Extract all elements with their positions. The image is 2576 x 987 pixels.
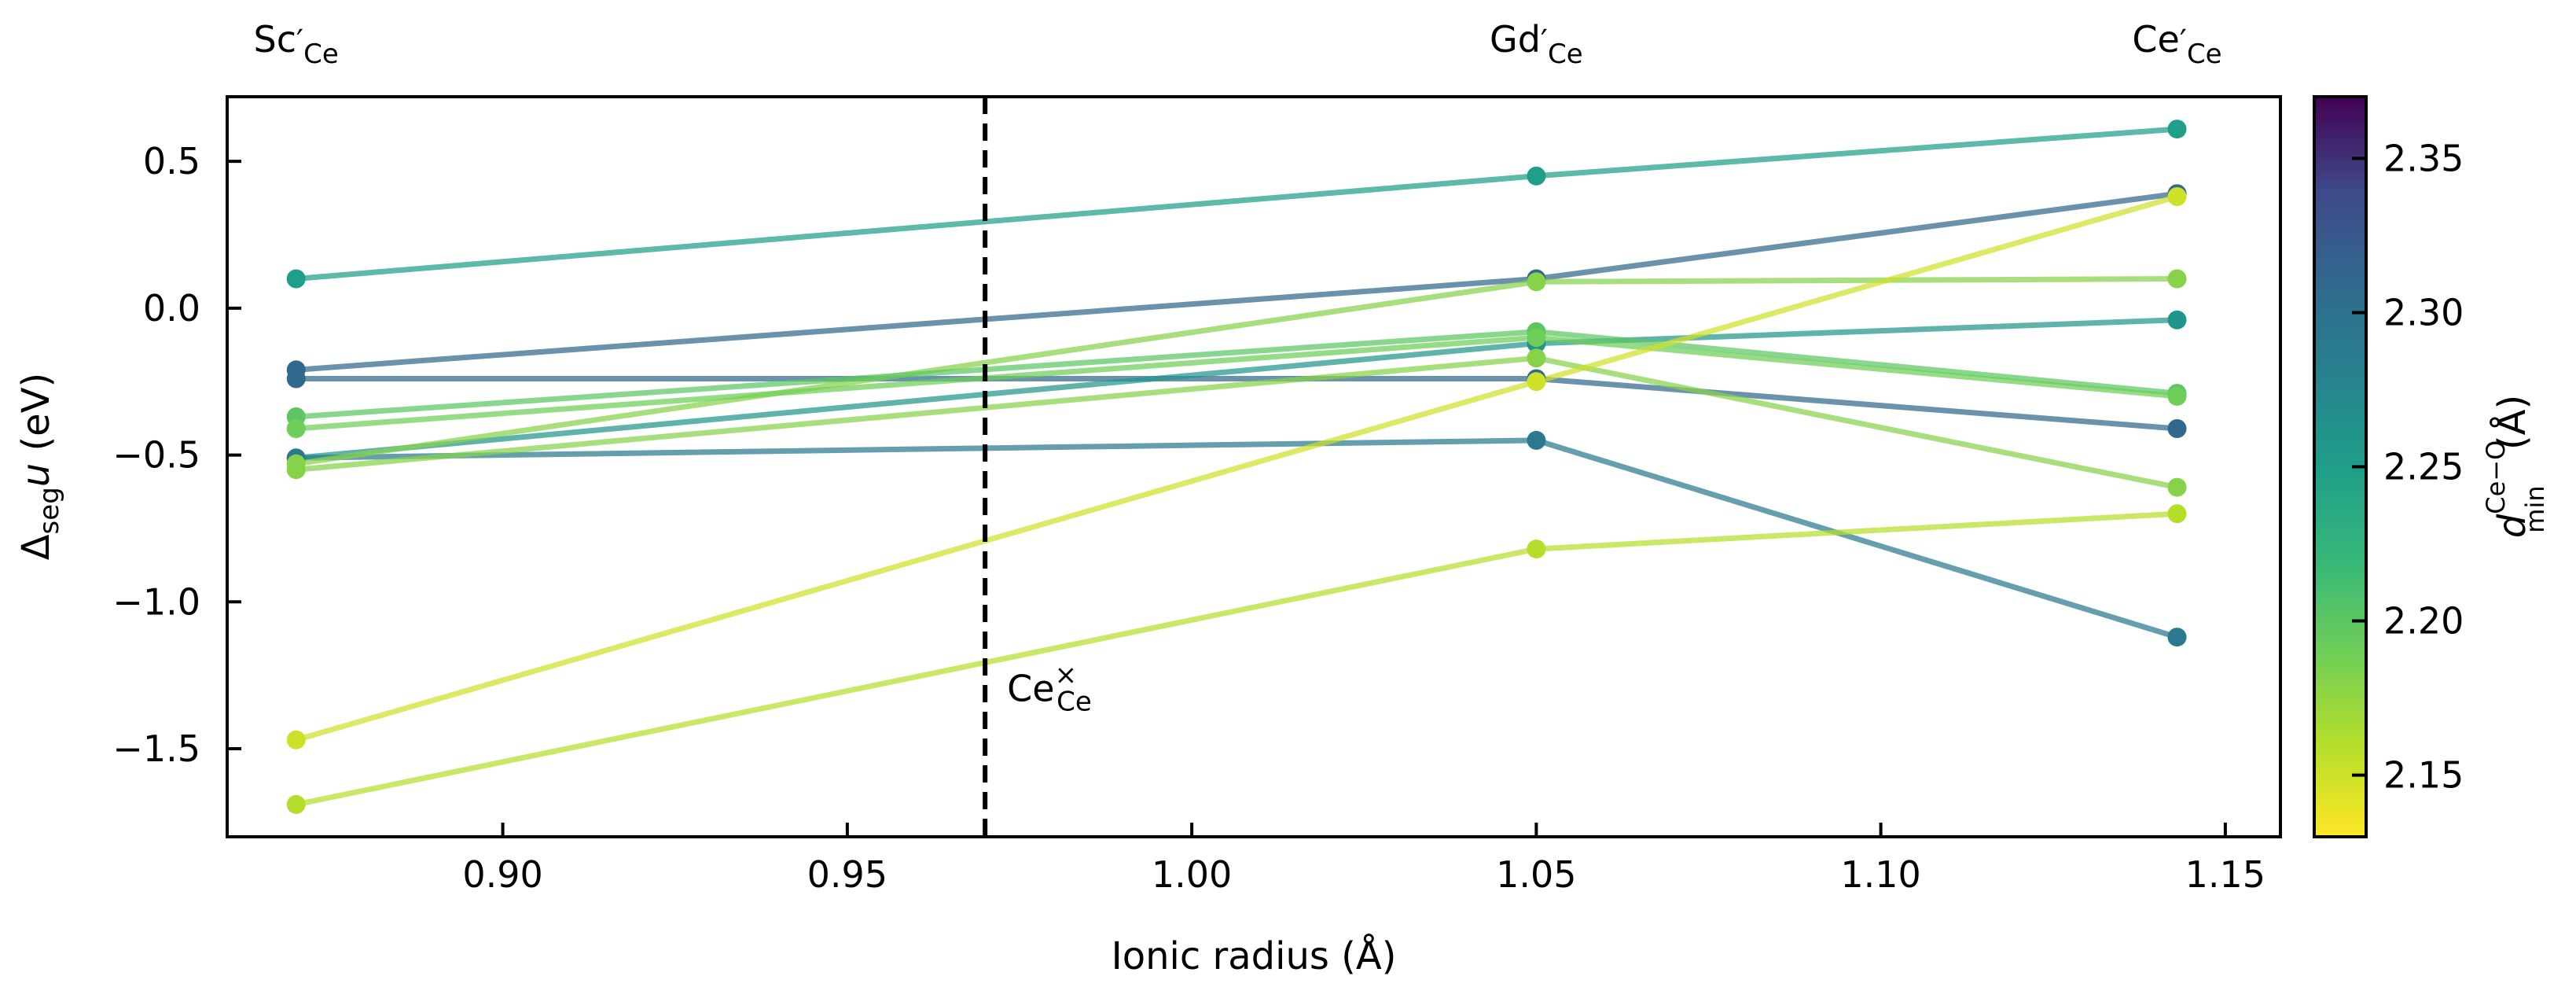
vline-label-sub: Ce (1056, 686, 1092, 717)
data-point-9-1 (286, 460, 306, 480)
top-label-base: Sc (254, 18, 297, 61)
data-point-1-1 (286, 269, 306, 289)
colorbar-tick-label: 2.15 (2383, 754, 2464, 797)
series-line-10 (295, 193, 2178, 743)
x-tick-label: 0.95 (807, 853, 887, 896)
top-label-sup: ′ (296, 24, 303, 60)
top-label-base: Gd (1490, 18, 1541, 61)
y-label-var: u (14, 463, 58, 487)
series-line-4 (296, 317, 2177, 461)
x-tick-label: 1.10 (1840, 853, 1920, 896)
x-tick-label: 1.05 (1496, 853, 1576, 896)
data-point-3-1 (286, 369, 306, 389)
top-label-1: Sc′Ce (254, 18, 339, 70)
series-line-1 (296, 126, 2177, 282)
top-label-2: Gd′Ce (1490, 18, 1583, 70)
x-tick-label: 1.15 (2185, 853, 2265, 896)
cb-label-sub: min (2520, 485, 2550, 532)
y-tick-label: 0.0 (143, 287, 200, 330)
cb-label-suffix: (Å) (2490, 395, 2534, 462)
top-label-sub: Ce (1548, 39, 1583, 70)
data-point-3-3 (2167, 419, 2187, 438)
x-axis-ticks: 0.90 0.95 1.00 1.05 1.10 1.15 (462, 823, 2265, 896)
data-point-8-1 (286, 419, 306, 438)
data-point-11-2 (1527, 540, 1546, 559)
colorbar-ticks: 2.15 2.20 2.25 2.30 2.35 (2352, 137, 2464, 797)
y-tick-label: −1.0 (112, 580, 200, 623)
x-tick-label: 0.90 (462, 853, 542, 896)
top-label-sub: Ce (303, 39, 339, 70)
y-tick-label: 0.5 (143, 140, 200, 182)
x-tick-label: 1.00 (1152, 853, 1232, 896)
top-label-sub: Ce (2187, 39, 2222, 70)
data-point-11-3 (2167, 504, 2187, 524)
y-axis-ticks: 0.5 0.0 −0.5 −1.0 −1.5 (112, 140, 241, 770)
data-point-9-2 (1527, 348, 1546, 368)
vline-label-base: Ce (1007, 667, 1054, 709)
data-point-10-2 (1527, 372, 1546, 392)
y-axis-label: Δsegu (eV) (14, 373, 65, 561)
series-points (286, 120, 2187, 814)
data-point-8-2 (1527, 328, 1546, 348)
vline-label: Ce× Ce (1007, 659, 1092, 717)
top-label-base: Ce (2132, 18, 2179, 61)
x-axis-label: Ionic radius (Å) (1112, 934, 1397, 978)
series-lines (295, 126, 2178, 808)
vline-label-sup: × (1055, 659, 1078, 691)
colorbar: 2.15 2.20 2.25 2.30 2.35 dCe−O min (Å) (2313, 95, 2550, 838)
data-point-10-1 (286, 730, 306, 749)
cb-label-sup: Ce−O (2481, 440, 2511, 514)
data-point-6-3 (2167, 269, 2187, 289)
y-label-sub: seg (34, 487, 65, 534)
data-point-10-3 (2167, 187, 2187, 206)
data-point-8-3 (2167, 386, 2187, 406)
colorbar-label: dCe−O min (Å) (2481, 395, 2550, 538)
reference-line: Ce× Ce (983, 97, 1092, 837)
y-label-prefix: Δ (14, 534, 58, 560)
data-point-9-3 (2167, 477, 2187, 497)
colorbar-tick-label: 2.20 (2383, 600, 2464, 643)
data-point-4-3 (2167, 310, 2187, 330)
data-point-11-1 (286, 794, 306, 814)
data-point-5-2 (1527, 430, 1546, 450)
data-point-5-3 (2167, 628, 2187, 647)
top-label-sup: ′ (1541, 24, 1548, 60)
colorbar-tick-label: 2.30 (2383, 291, 2464, 333)
top-label-3: Ce′Ce (2132, 18, 2221, 70)
colorbar-tick-label: 2.25 (2383, 446, 2464, 488)
plot-frame (226, 95, 2282, 838)
data-point-1-3 (2167, 120, 2187, 139)
y-tick-label: −1.5 (112, 727, 200, 770)
cb-label-var: d (2490, 514, 2534, 538)
colorbar-tick-label: 2.35 (2383, 137, 2464, 179)
top-labels: Sc′Ce Gd′Ce Ce′Ce (254, 18, 2222, 70)
y-tick-label: −0.5 (112, 434, 200, 477)
top-label-sup: ′ (2180, 24, 2187, 60)
data-point-6-2 (1527, 272, 1546, 292)
y-label-suffix: (eV) (14, 373, 58, 463)
data-point-1-2 (1527, 166, 1546, 186)
